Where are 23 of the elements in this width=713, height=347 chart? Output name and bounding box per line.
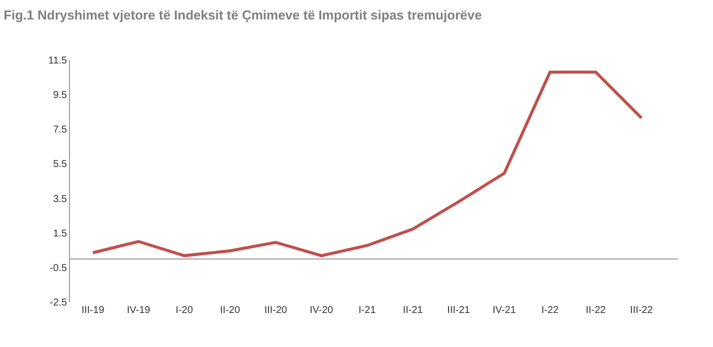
y-tick-label: 11.5 [48,56,68,66]
x-tick-label: III-22 [630,305,654,316]
y-tick-label: 5.5 [53,159,68,170]
y-tick-label: 9.5 [53,90,68,102]
x-tick-label: II-20 [220,305,240,316]
x-tick-label: III-19 [81,305,105,316]
x-tick-label: III-20 [264,305,288,316]
line-series [91,70,643,258]
x-tick-label: IV-20 [310,305,334,316]
chart-title: Fig.1 Ndryshimet vjetore të Indeksit të Çmimeve të Importit sipas tremujorëve [4,8,482,23]
y-tick-label: -0.5 [50,262,68,274]
x-tick-label: II-22 [586,305,606,316]
y-tick-label: 1.5 [53,228,68,240]
x-tick-label: I-21 [358,305,376,316]
y-tick-label: 7.5 [53,124,68,136]
x-tick-label: I-22 [541,305,560,316]
x-tick-label: IV-19 [126,305,151,316]
x-tick-label: III-21 [447,305,470,316]
x-tick-label: II-21 [402,305,424,316]
y-tick-label: -2.5 [50,298,68,308]
x-tick-label: IV-21 [492,305,516,316]
x-tick-label: I-20 [176,305,194,316]
y-tick-label: 3.5 [53,194,68,205]
